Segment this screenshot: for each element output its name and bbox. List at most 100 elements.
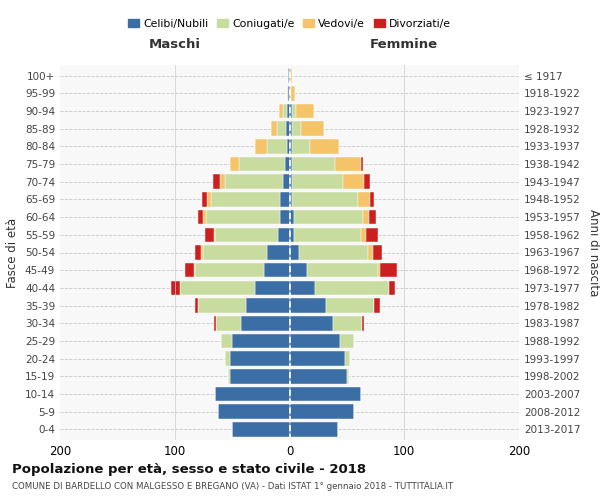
Bar — [232, 422, 290, 436]
Bar — [280, 192, 290, 206]
Bar — [227, 369, 230, 384]
Bar — [374, 298, 380, 313]
Bar — [225, 174, 283, 189]
Bar — [358, 192, 370, 206]
Y-axis label: Fasce di età: Fasce di età — [7, 218, 19, 288]
Bar — [292, 192, 358, 206]
Bar — [340, 334, 354, 348]
Bar — [221, 334, 232, 348]
Bar — [367, 228, 378, 242]
Bar — [285, 157, 290, 172]
Bar — [214, 228, 215, 242]
Bar — [290, 68, 292, 83]
Bar — [347, 369, 349, 384]
Bar — [196, 245, 201, 260]
Bar — [290, 352, 344, 366]
Bar — [264, 263, 290, 278]
Bar — [246, 298, 290, 313]
Bar — [230, 157, 239, 172]
Bar — [287, 86, 289, 101]
Bar — [299, 245, 368, 260]
Y-axis label: Anni di nascita: Anni di nascita — [587, 209, 600, 296]
Bar — [290, 316, 333, 330]
Bar — [255, 280, 290, 295]
Bar — [368, 210, 376, 224]
Bar — [290, 404, 354, 419]
Bar — [289, 68, 290, 83]
Bar — [283, 174, 290, 189]
Bar — [207, 192, 211, 206]
Bar — [225, 352, 230, 366]
Bar — [181, 280, 255, 295]
Bar — [211, 192, 280, 206]
Bar — [203, 245, 266, 260]
Bar — [296, 104, 314, 118]
Bar — [206, 210, 280, 224]
Bar — [290, 86, 295, 101]
Bar — [255, 139, 266, 154]
Bar — [185, 263, 194, 278]
Bar — [290, 210, 294, 224]
Bar — [292, 157, 335, 172]
Bar — [290, 104, 292, 118]
Bar — [201, 245, 203, 260]
Bar — [194, 263, 196, 278]
Bar — [301, 122, 324, 136]
Bar — [172, 280, 181, 295]
Bar — [266, 139, 287, 154]
Bar — [292, 139, 310, 154]
Text: COMUNE DI BARDELLO CON MALGESSO E BREGANO (VA) - Dati ISTAT 1° gennaio 2018 - TU: COMUNE DI BARDELLO CON MALGESSO E BREGAN… — [12, 482, 453, 491]
Bar — [278, 228, 290, 242]
Bar — [230, 369, 290, 384]
Bar — [230, 352, 290, 366]
Bar — [290, 228, 294, 242]
Bar — [214, 316, 216, 330]
Bar — [290, 369, 347, 384]
Bar — [216, 316, 241, 330]
Bar — [286, 122, 290, 136]
Bar — [290, 139, 292, 154]
Bar — [343, 174, 364, 189]
Bar — [203, 210, 206, 224]
Bar — [310, 139, 339, 154]
Bar — [290, 280, 315, 295]
Bar — [294, 210, 363, 224]
Bar — [280, 210, 290, 224]
Bar — [290, 174, 292, 189]
Bar — [290, 263, 307, 278]
Bar — [292, 174, 343, 189]
Bar — [315, 280, 389, 295]
Text: Femmine: Femmine — [370, 38, 439, 51]
Bar — [271, 122, 277, 136]
Bar — [294, 228, 361, 242]
Bar — [290, 298, 326, 313]
Bar — [196, 298, 198, 313]
Bar — [241, 316, 290, 330]
Text: Maschi: Maschi — [149, 38, 201, 51]
Bar — [220, 174, 225, 189]
Bar — [362, 316, 364, 330]
Bar — [363, 210, 368, 224]
Bar — [212, 174, 220, 189]
Bar — [290, 334, 340, 348]
Bar — [380, 263, 397, 278]
Bar — [292, 122, 301, 136]
Bar — [389, 280, 395, 295]
Bar — [333, 316, 362, 330]
Bar — [239, 157, 285, 172]
Bar — [361, 228, 367, 242]
Bar — [326, 298, 374, 313]
Bar — [277, 122, 286, 136]
Bar — [368, 245, 373, 260]
Bar — [202, 192, 207, 206]
Bar — [287, 139, 290, 154]
Bar — [290, 245, 299, 260]
Bar — [292, 104, 296, 118]
Bar — [215, 228, 278, 242]
Bar — [290, 192, 292, 206]
Bar — [290, 422, 338, 436]
Bar — [283, 104, 287, 118]
Bar — [232, 334, 290, 348]
Bar — [290, 387, 361, 402]
Bar — [198, 210, 203, 224]
